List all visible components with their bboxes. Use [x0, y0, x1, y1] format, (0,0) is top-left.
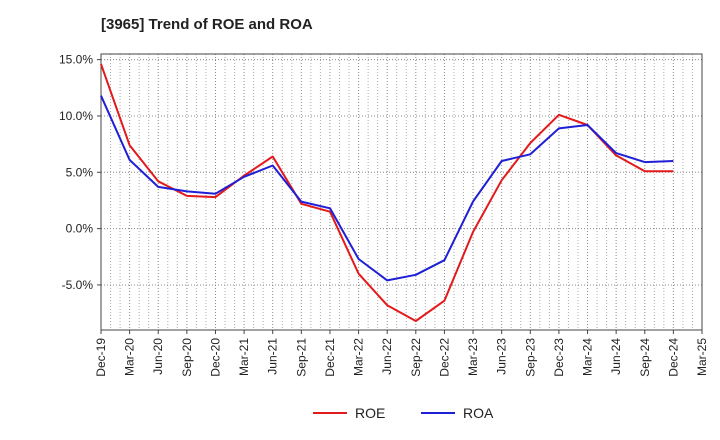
x-tick-label: Mar-24	[581, 338, 595, 376]
x-tick-label: Dec-20	[208, 338, 222, 377]
axis-layer: 15.0% 10.0% 5.0% 0.0% -5.0% Dec-19 Mar-20 Jun-2…	[59, 53, 709, 377]
x-tick-label: Sep-24	[638, 338, 652, 377]
x-tick-label: Jun-23	[495, 338, 509, 375]
y-tick-label: 0.0%	[66, 222, 94, 236]
x-tick-label: Jun-20	[151, 338, 165, 375]
y-tick-label: 10.0%	[59, 109, 93, 123]
x-tick-label: Mar-23	[466, 338, 480, 376]
x-tick-label: Dec-21	[323, 338, 337, 377]
x-tick-label: Dec-23	[552, 338, 566, 377]
x-tick-label: Sep-20	[180, 338, 194, 377]
chart-title: [3965] Trend of ROE and ROA	[101, 16, 313, 33]
x-tick-label: Jun-24	[609, 338, 623, 375]
x-tick-label: Dec-19	[94, 338, 108, 377]
y-tick-label: 5.0%	[66, 165, 94, 179]
series-layer	[100, 63, 674, 322]
legend-label-roa: ROA	[463, 405, 494, 421]
x-tick-label: Mar-20	[123, 338, 137, 376]
legend-label-roe: ROE	[355, 405, 385, 421]
x-tick-label: Jun-22	[380, 338, 394, 375]
grid-layer	[100, 54, 703, 330]
x-tick-label: Sep-21	[294, 338, 308, 377]
x-tick-label: Mar-25	[695, 338, 709, 376]
x-tick-label: Dec-22	[437, 338, 451, 377]
x-tick-label: Mar-21	[237, 338, 251, 376]
x-tick-label: Mar-22	[352, 338, 366, 376]
x-tick-label: Dec-24	[666, 338, 680, 377]
series-line-roe	[100, 63, 674, 322]
x-tick-label: Sep-22	[409, 338, 423, 377]
plot-frame	[100, 53, 703, 331]
y-tick-label: 15.0%	[59, 53, 93, 67]
y-tick-label: -5.0%	[62, 278, 94, 292]
x-tick-label: Jun-21	[266, 338, 280, 375]
legend: ROE ROA	[313, 405, 494, 421]
x-tick-label: Sep-23	[523, 338, 537, 377]
series-line-roa	[100, 95, 674, 282]
